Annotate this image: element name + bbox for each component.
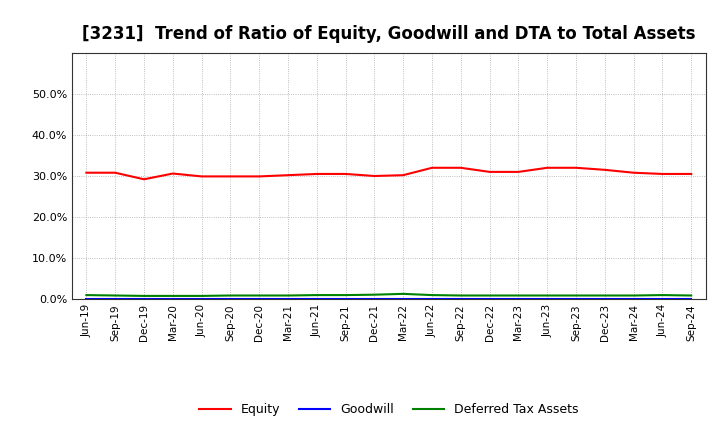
Goodwill	[600, 296, 609, 301]
Deferred Tax Assets	[168, 293, 177, 299]
Goodwill	[341, 296, 350, 301]
Equity	[572, 165, 580, 170]
Goodwill	[370, 296, 379, 301]
Goodwill	[82, 296, 91, 301]
Deferred Tax Assets	[370, 292, 379, 297]
Equity	[226, 174, 235, 179]
Goodwill	[197, 296, 206, 301]
Goodwill	[168, 296, 177, 301]
Deferred Tax Assets	[629, 293, 638, 298]
Goodwill	[428, 296, 436, 301]
Deferred Tax Assets	[111, 293, 120, 298]
Deferred Tax Assets	[341, 293, 350, 298]
Goodwill	[514, 296, 523, 301]
Deferred Tax Assets	[600, 293, 609, 298]
Line: Deferred Tax Assets: Deferred Tax Assets	[86, 294, 691, 296]
Equity	[514, 169, 523, 175]
Deferred Tax Assets	[82, 293, 91, 298]
Deferred Tax Assets	[658, 293, 667, 298]
Equity	[197, 174, 206, 179]
Deferred Tax Assets	[572, 293, 580, 298]
Goodwill	[485, 296, 494, 301]
Goodwill	[456, 296, 465, 301]
Goodwill	[140, 296, 148, 301]
Goodwill	[226, 296, 235, 301]
Equity	[370, 173, 379, 179]
Title: [3231]  Trend of Ratio of Equity, Goodwill and DTA to Total Assets: [3231] Trend of Ratio of Equity, Goodwil…	[82, 25, 696, 43]
Equity	[629, 170, 638, 176]
Deferred Tax Assets	[255, 293, 264, 298]
Equity	[428, 165, 436, 170]
Deferred Tax Assets	[284, 293, 292, 298]
Goodwill	[629, 296, 638, 301]
Equity	[399, 172, 408, 178]
Equity	[284, 172, 292, 178]
Goodwill	[543, 296, 552, 301]
Deferred Tax Assets	[312, 293, 321, 298]
Equity	[82, 170, 91, 176]
Goodwill	[255, 296, 264, 301]
Legend: Equity, Goodwill, Deferred Tax Assets: Equity, Goodwill, Deferred Tax Assets	[194, 398, 583, 421]
Goodwill	[284, 296, 292, 301]
Deferred Tax Assets	[226, 293, 235, 298]
Deferred Tax Assets	[456, 293, 465, 298]
Goodwill	[687, 296, 696, 301]
Goodwill	[572, 296, 580, 301]
Line: Equity: Equity	[86, 168, 691, 179]
Deferred Tax Assets	[514, 293, 523, 298]
Equity	[140, 176, 148, 182]
Goodwill	[312, 296, 321, 301]
Equity	[111, 170, 120, 176]
Equity	[658, 171, 667, 176]
Deferred Tax Assets	[485, 293, 494, 298]
Deferred Tax Assets	[197, 293, 206, 299]
Equity	[456, 165, 465, 170]
Equity	[600, 167, 609, 172]
Equity	[168, 171, 177, 176]
Goodwill	[111, 296, 120, 301]
Equity	[687, 171, 696, 176]
Deferred Tax Assets	[140, 293, 148, 299]
Deferred Tax Assets	[428, 293, 436, 298]
Deferred Tax Assets	[543, 293, 552, 298]
Equity	[255, 174, 264, 179]
Equity	[312, 171, 321, 176]
Goodwill	[399, 296, 408, 301]
Deferred Tax Assets	[399, 291, 408, 297]
Equity	[341, 171, 350, 176]
Deferred Tax Assets	[687, 293, 696, 298]
Equity	[485, 169, 494, 175]
Goodwill	[658, 296, 667, 301]
Equity	[543, 165, 552, 170]
